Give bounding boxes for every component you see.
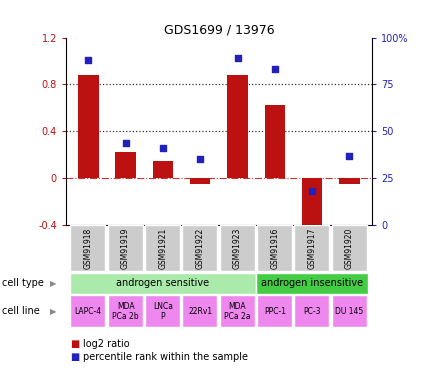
Text: GSM91916: GSM91916	[270, 228, 279, 269]
Text: GSM91919: GSM91919	[121, 228, 130, 269]
Text: GSM91922: GSM91922	[196, 228, 205, 269]
Text: cell line: cell line	[2, 306, 40, 316]
FancyBboxPatch shape	[108, 296, 143, 327]
Point	[346, 153, 353, 159]
FancyBboxPatch shape	[108, 225, 143, 272]
Text: MDA
PCa 2b: MDA PCa 2b	[112, 302, 139, 321]
Point	[272, 66, 278, 72]
Text: GSM91921: GSM91921	[159, 228, 167, 269]
FancyBboxPatch shape	[257, 225, 292, 272]
Bar	[78, 75, 99, 178]
FancyBboxPatch shape	[257, 296, 292, 327]
Text: MDA
PCa 2a: MDA PCa 2a	[224, 302, 251, 321]
FancyBboxPatch shape	[182, 296, 217, 327]
FancyBboxPatch shape	[71, 225, 105, 272]
Point	[85, 57, 92, 63]
FancyBboxPatch shape	[145, 225, 180, 272]
Bar	[227, 75, 248, 178]
Text: GSM91918: GSM91918	[84, 228, 93, 269]
Text: GSM91923: GSM91923	[233, 228, 242, 269]
FancyBboxPatch shape	[332, 225, 367, 272]
FancyBboxPatch shape	[220, 225, 255, 272]
Bar	[115, 152, 136, 178]
Text: GSM91917: GSM91917	[308, 228, 317, 269]
Text: log2 ratio: log2 ratio	[83, 339, 130, 349]
Text: GSM91920: GSM91920	[345, 228, 354, 269]
Text: cell type: cell type	[2, 278, 44, 288]
Point	[234, 55, 241, 61]
Point	[197, 156, 204, 162]
Text: androgen sensitive: androgen sensitive	[116, 278, 210, 288]
FancyBboxPatch shape	[256, 273, 368, 294]
FancyBboxPatch shape	[332, 296, 367, 327]
FancyBboxPatch shape	[294, 296, 329, 327]
FancyBboxPatch shape	[70, 273, 256, 294]
Bar	[265, 105, 285, 178]
Bar	[153, 160, 173, 178]
Text: LAPC-4: LAPC-4	[75, 307, 102, 316]
FancyBboxPatch shape	[71, 296, 105, 327]
Point	[309, 188, 316, 194]
Text: PPC-1: PPC-1	[264, 307, 286, 316]
Text: ■: ■	[70, 352, 79, 362]
Text: 22Rv1: 22Rv1	[188, 307, 212, 316]
Text: percentile rank within the sample: percentile rank within the sample	[83, 352, 248, 362]
Text: ▶: ▶	[50, 307, 57, 316]
Text: ▶: ▶	[50, 279, 57, 288]
Text: LNCa
P: LNCa P	[153, 302, 173, 321]
Bar	[190, 178, 210, 184]
Text: PC-3: PC-3	[303, 307, 321, 316]
Point	[159, 145, 166, 151]
Text: ■: ■	[70, 339, 79, 349]
Text: DU 145: DU 145	[335, 307, 364, 316]
Point	[122, 140, 129, 146]
Bar	[302, 178, 323, 231]
FancyBboxPatch shape	[145, 296, 180, 327]
FancyBboxPatch shape	[182, 225, 217, 272]
Title: GDS1699 / 13976: GDS1699 / 13976	[164, 23, 274, 36]
FancyBboxPatch shape	[220, 296, 255, 327]
Bar	[339, 178, 360, 184]
FancyBboxPatch shape	[294, 225, 329, 272]
Text: androgen insensitive: androgen insensitive	[261, 278, 363, 288]
